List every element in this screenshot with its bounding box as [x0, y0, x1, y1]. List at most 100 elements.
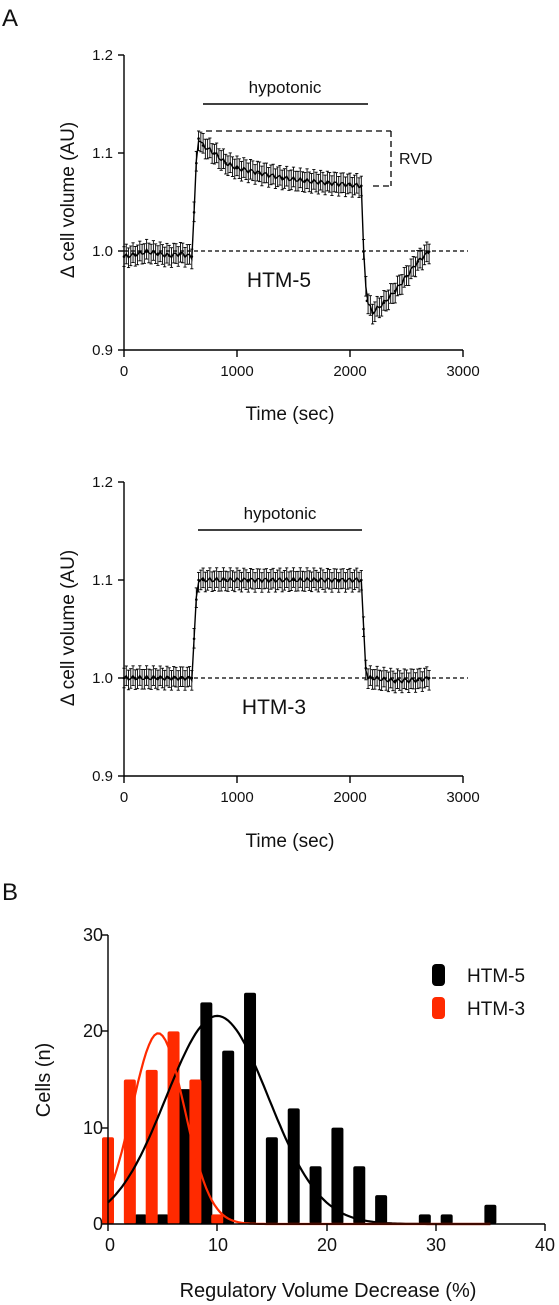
- data-point: [371, 676, 374, 680]
- data-point: [360, 578, 363, 582]
- x-tick-label: 3000: [446, 363, 479, 380]
- data-point: [145, 676, 148, 680]
- data-point: [156, 676, 160, 680]
- data-point: [195, 161, 198, 165]
- data-point: [269, 578, 273, 582]
- data-point: [326, 181, 329, 185]
- y-tick-label: 0: [93, 1214, 103, 1234]
- x-tick-label: 20: [317, 1235, 337, 1255]
- data-point: [156, 252, 160, 255]
- y-tick-label: 1.0: [92, 243, 113, 260]
- data-point: [190, 255, 194, 258]
- data-point: [122, 255, 126, 258]
- data-point: [427, 676, 431, 680]
- bar-htm-5: [156, 1214, 169, 1224]
- bar-htm-5: [287, 1108, 300, 1224]
- bar-htm-5: [440, 1214, 453, 1224]
- y-tick-label: 20: [83, 1021, 103, 1041]
- bar-htm-5: [244, 992, 257, 1224]
- x-axis: 0 10 20 30 40: [105, 1223, 555, 1255]
- chart-rvd-histogram: 30 20 10 0 0 10 20 30 40 Regulatory Volu…: [33, 925, 555, 1302]
- data-point: [360, 184, 363, 188]
- data-point: [197, 578, 200, 582]
- legend-label-htm5: HTM-5: [467, 966, 525, 987]
- bar-htm-5: [375, 1195, 388, 1224]
- y-axis: 1.2 1.1 1.0 0.9: [92, 474, 125, 785]
- bar-htm-3: [211, 1214, 224, 1224]
- legend-label-htm3: HTM-3: [467, 999, 525, 1020]
- y-axis: 30 20 10 0: [83, 925, 109, 1234]
- data-point: [365, 299, 369, 303]
- x-axis: 0 1000 2000 3000: [120, 349, 480, 380]
- data-point: [201, 144, 205, 147]
- cell-label-htm5: HTM-5: [247, 269, 311, 292]
- data-point: [134, 676, 137, 680]
- data-point: [192, 637, 196, 641]
- data-point: [213, 152, 216, 155]
- data-point: [134, 253, 137, 256]
- x-tick-label: 0: [120, 363, 128, 380]
- hypotonic-label: hypotonic: [244, 504, 317, 523]
- data-point: [201, 578, 205, 582]
- data-point: [197, 137, 200, 140]
- y-tick-label: 1.1: [92, 145, 113, 162]
- y-tick-label: 1.0: [92, 670, 113, 687]
- data-point: [145, 250, 148, 253]
- volume-trace-line: [123, 139, 430, 316]
- bar-htm-5: [134, 1214, 147, 1224]
- data-point: [348, 183, 352, 187]
- bar-htm-5: [222, 1050, 235, 1224]
- data-point: [224, 161, 227, 165]
- bar-htm-5: [331, 1127, 344, 1224]
- bar-htm-5: [200, 1002, 213, 1224]
- data-point: [190, 676, 194, 680]
- data-point: [195, 598, 198, 601]
- data-point: [382, 301, 386, 305]
- chart-htm3-volume: 1.2 1.1 1.0 0.9 0 1000 2000 3000 Time (s…: [58, 474, 480, 852]
- bar-htm-5: [265, 1137, 278, 1224]
- x-axis-title: Regulatory Volume Decrease (%): [180, 1280, 477, 1302]
- x-tick-label: 2000: [333, 363, 366, 380]
- data-point: [235, 166, 239, 170]
- x-tick-label: 0: [105, 1235, 115, 1255]
- x-tick-label: 30: [426, 1235, 446, 1255]
- data-point: [364, 666, 368, 670]
- rvd-label: RVD: [399, 151, 433, 168]
- trace-htm3: [122, 567, 431, 694]
- y-axis-title: Δ cell volume (AU): [58, 550, 79, 706]
- x-tick-label: 40: [535, 1235, 555, 1255]
- x-tick-label: 0: [120, 789, 128, 806]
- x-tick-label: 3000: [446, 789, 479, 806]
- data-point: [405, 274, 408, 278]
- histogram-bars: [102, 992, 497, 1224]
- y-axis: 1.2 1.1 1.0 0.9: [92, 47, 125, 359]
- legend-swatch-htm3: [432, 997, 445, 1019]
- data-point: [258, 171, 261, 175]
- data-point: [416, 260, 420, 263]
- data-point: [362, 627, 365, 631]
- data-point: [247, 578, 250, 582]
- x-tick-label: 1000: [220, 789, 253, 806]
- data-point: [303, 179, 307, 183]
- y-tick-label: 1.2: [92, 474, 113, 491]
- x-axis-title: Time (sec): [245, 404, 334, 425]
- bar-htm-3: [123, 1079, 136, 1224]
- x-tick-label: 1000: [220, 363, 253, 380]
- bar-htm-5: [309, 1166, 322, 1224]
- data-point: [179, 676, 182, 680]
- data-point: [314, 578, 318, 582]
- y-tick-label: 10: [83, 1118, 103, 1138]
- chart-htm5-volume: 1.2 1.1 1.0 0.9 0 1000 2000 3000 Time (s…: [58, 47, 480, 425]
- data-point: [292, 578, 295, 582]
- data-point: [224, 578, 227, 582]
- x-axis: 0 1000 2000 3000: [120, 775, 480, 806]
- cell-label-htm3: HTM-3: [242, 696, 306, 719]
- volume-trace-line: [123, 576, 430, 685]
- y-tick-label: 0.9: [92, 768, 113, 785]
- y-tick-label: 1.1: [92, 572, 113, 589]
- y-axis-title: Δ cell volume (AU): [58, 122, 79, 278]
- bar-htm-3: [167, 1031, 180, 1224]
- bar-htm-3: [145, 1069, 158, 1224]
- bar-htm-5: [484, 1204, 497, 1224]
